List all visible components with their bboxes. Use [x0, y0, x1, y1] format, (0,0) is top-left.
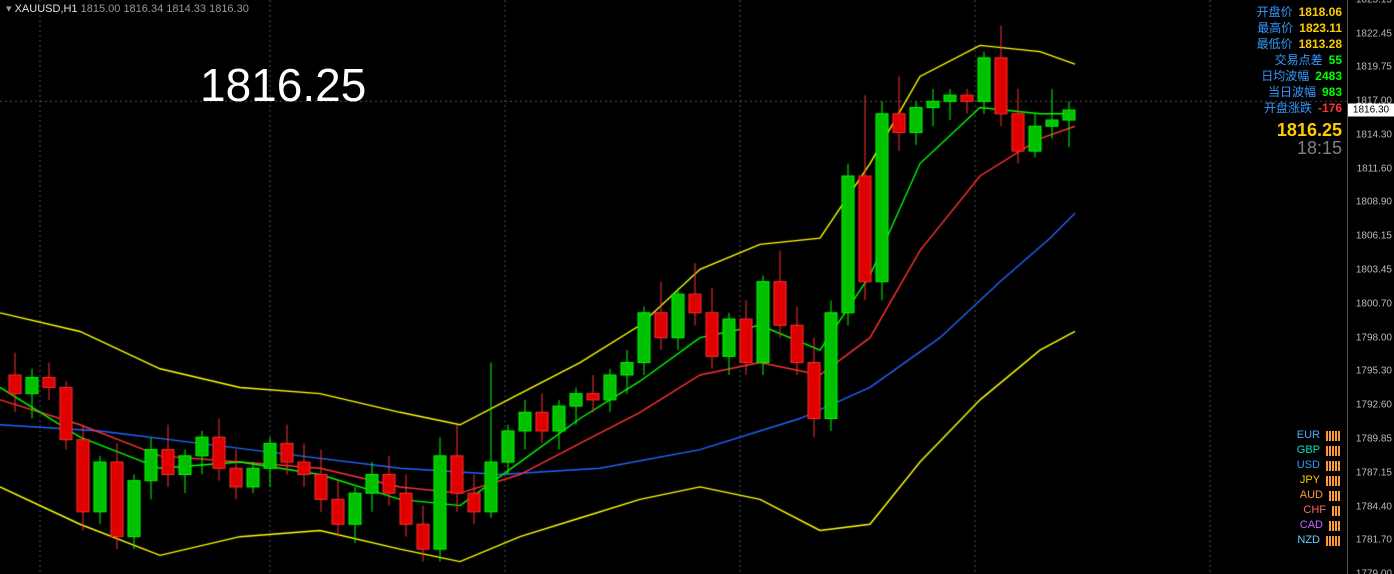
strength-bars [1326, 461, 1340, 471]
currency-code: JPY [1300, 473, 1320, 488]
y-tick: 1798.00 [1356, 332, 1392, 343]
y-tick: 1806.15 [1356, 231, 1392, 242]
y-tick: 1800.70 [1356, 299, 1392, 310]
y-tick: 1784.40 [1356, 501, 1392, 512]
y-tick: 1792.60 [1356, 399, 1392, 410]
symbol-label: XAUUSD,H1 [15, 3, 78, 15]
info-value: 1818.06 [1299, 4, 1342, 20]
currency-code: NZD [1297, 533, 1320, 548]
live-price: 1816.25 [1257, 122, 1342, 138]
info-row: 最高价 1823.11 [1257, 20, 1342, 36]
info-row: 最低价 1813.28 [1257, 36, 1342, 52]
strength-bars [1326, 536, 1340, 546]
y-tick: 1795.30 [1356, 366, 1392, 377]
info-value: -176 [1318, 100, 1342, 116]
big-price-label: 1816.25 [200, 58, 366, 112]
info-value: 55 [1329, 52, 1342, 68]
y-tick: 1811.60 [1357, 163, 1392, 174]
info-row: 日均波幅 2483 [1257, 68, 1342, 84]
live-time: 18:15 [1257, 140, 1342, 156]
strength-bars [1329, 491, 1340, 501]
currency-row: JPY [1297, 473, 1340, 488]
currency-row: CAD [1297, 518, 1340, 533]
info-value: 1823.11 [1299, 20, 1342, 36]
currency-row: EUR [1297, 428, 1340, 443]
strength-bars [1326, 431, 1340, 441]
y-tick: 1822.45 [1356, 28, 1392, 39]
info-label: 当日波幅 [1268, 84, 1316, 100]
info-row: 当日波幅 983 [1257, 84, 1342, 100]
y-tick: 1781.70 [1356, 535, 1392, 546]
currency-strength-panel: EURGBPUSDJPYAUDCHFCADNZD [1297, 428, 1340, 548]
currency-code: EUR [1297, 428, 1320, 443]
y-tick: 1825.15 [1356, 0, 1392, 6]
info-value: 983 [1322, 84, 1342, 100]
info-value: 2483 [1315, 68, 1342, 84]
info-value: 1813.28 [1299, 36, 1342, 52]
currency-row: NZD [1297, 533, 1340, 548]
currency-row: GBP [1297, 443, 1340, 458]
info-panel: 开盘价1818.06最高价1823.11最低价1813.28交易点差55日均波幅… [1257, 4, 1342, 156]
ohlc-label: 1815.00 1816.34 1814.33 1816.30 [81, 3, 249, 15]
strength-bars [1329, 521, 1340, 531]
price-tag: 1816.30 [1348, 104, 1394, 117]
currency-row: CHF [1297, 503, 1340, 518]
info-label: 开盘价 [1257, 4, 1293, 20]
y-tick: 1819.75 [1356, 62, 1392, 73]
chart-header: ▾ XAUUSD,H1 1815.00 1816.34 1814.33 1816… [6, 2, 249, 15]
info-row: 开盘涨跌 -176 [1257, 100, 1342, 116]
info-label: 日均波幅 [1261, 68, 1309, 84]
y-tick: 1787.15 [1356, 467, 1392, 478]
currency-code: GBP [1297, 443, 1320, 458]
strength-bars [1332, 506, 1340, 516]
info-row: 开盘价 1818.06 [1257, 4, 1342, 20]
currency-code: CHF [1303, 503, 1326, 518]
y-tick: 1789.85 [1356, 434, 1392, 445]
info-label: 开盘涨跌 [1264, 100, 1312, 116]
currency-code: CAD [1300, 518, 1323, 533]
y-tick: 1808.90 [1356, 197, 1392, 208]
info-label: 最高价 [1257, 20, 1293, 36]
currency-code: USD [1297, 458, 1320, 473]
y-axis: 1825.151822.451819.751817.001814.301811.… [1347, 0, 1394, 574]
currency-row: USD [1297, 458, 1340, 473]
info-label: 最低价 [1257, 36, 1293, 52]
y-tick: 1814.30 [1356, 129, 1392, 140]
strength-bars [1326, 476, 1340, 486]
currency-row: AUD [1297, 488, 1340, 503]
y-tick: 1779.00 [1356, 569, 1392, 574]
currency-code: AUD [1300, 488, 1323, 503]
info-row: 交易点差 55 [1257, 52, 1342, 68]
info-label: 交易点差 [1275, 52, 1323, 68]
y-tick: 1803.45 [1356, 264, 1392, 275]
strength-bars [1326, 446, 1340, 456]
